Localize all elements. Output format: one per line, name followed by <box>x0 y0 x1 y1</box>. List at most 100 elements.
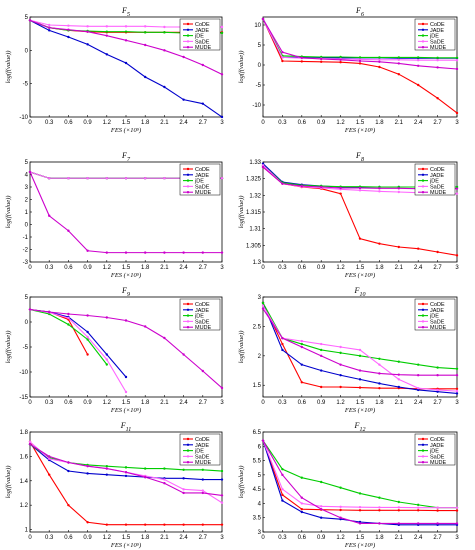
data-point-sade <box>201 489 204 492</box>
data-point-jde <box>436 366 439 369</box>
x-tick-label: 1.5 <box>122 400 131 406</box>
legend-label-mude: MUDE <box>430 325 447 331</box>
data-point-mude <box>339 516 342 519</box>
data-point-sade <box>86 25 89 28</box>
x-tick-label: 1.2 <box>336 535 345 541</box>
y-tick-label: 5 <box>25 160 29 166</box>
data-point-code <box>358 62 362 65</box>
x-tick-label: 3 <box>220 535 224 541</box>
x-tick-label: 1.8 <box>375 265 384 271</box>
data-point-jde <box>358 492 362 495</box>
x-tick-label: 1.8 <box>375 400 384 406</box>
legend-marker-sade <box>421 40 425 43</box>
data-point-sade <box>397 58 400 61</box>
x-tick-label: 2.4 <box>414 400 423 406</box>
data-point-code <box>455 509 459 512</box>
data-point-code <box>455 254 459 257</box>
y-tick-label: 1 <box>25 528 29 534</box>
x-tick-label: 0 <box>28 265 32 271</box>
data-point-sade <box>455 389 459 393</box>
legend-label-jde: jDE <box>429 34 439 40</box>
y-axis-label: log(f(value)) <box>5 466 12 499</box>
y-tick-label: 10 <box>254 23 261 29</box>
data-point-sade <box>397 190 400 194</box>
data-point-code <box>378 509 381 512</box>
data-point-mude <box>261 165 265 169</box>
legend-marker-jade <box>421 28 425 31</box>
data-point-sade <box>397 506 400 509</box>
x-tick-label: 3 <box>455 120 459 126</box>
data-point-mude <box>358 369 362 372</box>
data-point-jde <box>339 351 342 355</box>
x-axis-label: FES (×10⁵) <box>110 272 141 279</box>
x-tick-label: 0.6 <box>298 400 307 406</box>
data-point-code <box>436 250 439 254</box>
data-point-sade <box>86 177 89 180</box>
legend-label-jde: jDE <box>194 314 204 320</box>
x-tick-label: 1.2 <box>336 400 345 406</box>
y-axis-label: log(f(value)) <box>238 51 245 84</box>
data-point-jade <box>281 499 284 502</box>
y-tick-label: 5 <box>25 15 29 21</box>
chart-title: F12 <box>354 421 366 433</box>
legend-label-mude: MUDE <box>430 460 447 466</box>
y-tick-label: 0 <box>25 223 29 229</box>
data-point-sade <box>300 339 303 343</box>
data-point-mude <box>201 251 204 254</box>
data-point-jde <box>339 486 342 489</box>
data-point-code <box>339 61 342 64</box>
legend-marker-jade <box>186 28 190 31</box>
y-tick-label: 1.4 <box>20 479 29 485</box>
data-point-sade <box>455 192 459 195</box>
x-tick-label: 0 <box>28 400 32 406</box>
x-tick-label: 0.3 <box>278 265 287 271</box>
data-point-code <box>105 523 109 526</box>
y-tick-label: 4 <box>25 173 29 179</box>
y-tick-label: -1 <box>23 235 29 241</box>
data-point-mude <box>48 455 51 458</box>
data-point-sade <box>28 440 32 443</box>
x-tick-label: 1.5 <box>356 265 365 271</box>
data-point-mude <box>105 467 109 470</box>
data-point-mude <box>281 51 284 54</box>
legend-label-code: CoDE <box>430 22 445 28</box>
data-point-jde <box>281 467 284 471</box>
data-point-mude <box>339 363 342 366</box>
y-tick-label: -10 <box>19 370 28 376</box>
y-axis-label: log(f(value)) <box>5 51 12 84</box>
legend-label-sade: SaDE <box>430 39 445 45</box>
data-point-code <box>86 521 89 524</box>
data-point-mude <box>378 187 381 190</box>
data-point-code <box>86 353 89 356</box>
data-point-sade <box>436 59 439 62</box>
legend-label-sade: SaDE <box>195 184 210 190</box>
legend-marker-jde <box>186 179 190 182</box>
legend-label-code: CoDE <box>195 22 210 28</box>
data-point-mude <box>339 58 342 61</box>
data-point-mude <box>163 49 166 52</box>
y-tick-label: 3 <box>258 295 262 301</box>
data-point-sade <box>220 25 224 29</box>
data-point-mude <box>455 187 459 190</box>
data-point-jde <box>182 468 185 472</box>
legend-marker-mude <box>421 191 425 194</box>
data-point-mude <box>417 64 420 68</box>
chart-title: F6 <box>355 6 364 18</box>
x-axis-label: FES (×10⁵) <box>110 127 141 134</box>
data-point-mude <box>144 43 147 47</box>
data-point-mude <box>86 314 89 317</box>
y-tick-label: 0 <box>25 48 29 54</box>
data-point-sade <box>455 59 459 62</box>
data-point-mude <box>67 312 70 316</box>
legend-label-jade: JADE <box>430 28 444 34</box>
data-point-jade <box>182 98 185 101</box>
data-point-jade <box>300 510 303 514</box>
y-tick-label: 5 <box>258 43 262 49</box>
data-point-jade <box>86 330 89 334</box>
data-point-jade <box>220 115 224 119</box>
data-point-code <box>339 385 342 389</box>
chart-panel-f12: 0 0.3 0.6 0.9 1.2 1.5 1.8 2.1 2.4 2.7 3 3 3.5 4 4.5 5 5.… <box>238 421 459 549</box>
data-point-jde <box>397 360 400 363</box>
data-point-sade <box>281 56 284 59</box>
